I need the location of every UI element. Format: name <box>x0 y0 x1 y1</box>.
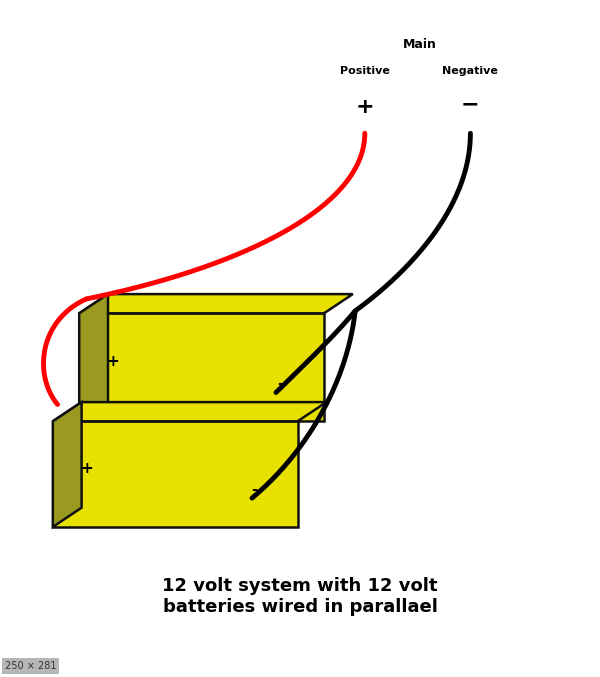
Bar <box>53 421 298 527</box>
Text: +: + <box>106 354 119 370</box>
Text: -: - <box>278 376 284 391</box>
Text: -: - <box>251 483 257 498</box>
Polygon shape <box>79 294 353 313</box>
Text: Positive: Positive <box>340 66 390 76</box>
Text: Main: Main <box>403 38 437 51</box>
Text: −: − <box>461 95 480 114</box>
Text: +: + <box>355 97 374 117</box>
Polygon shape <box>53 402 326 421</box>
Polygon shape <box>53 402 82 527</box>
Polygon shape <box>79 294 108 421</box>
Text: 250 × 281: 250 × 281 <box>5 661 56 671</box>
Text: +: + <box>80 461 93 477</box>
Bar <box>79 313 324 421</box>
Text: 12 volt system with 12 volt
batteries wired in parallael: 12 volt system with 12 volt batteries wi… <box>162 577 438 616</box>
Text: Negative: Negative <box>442 66 499 76</box>
